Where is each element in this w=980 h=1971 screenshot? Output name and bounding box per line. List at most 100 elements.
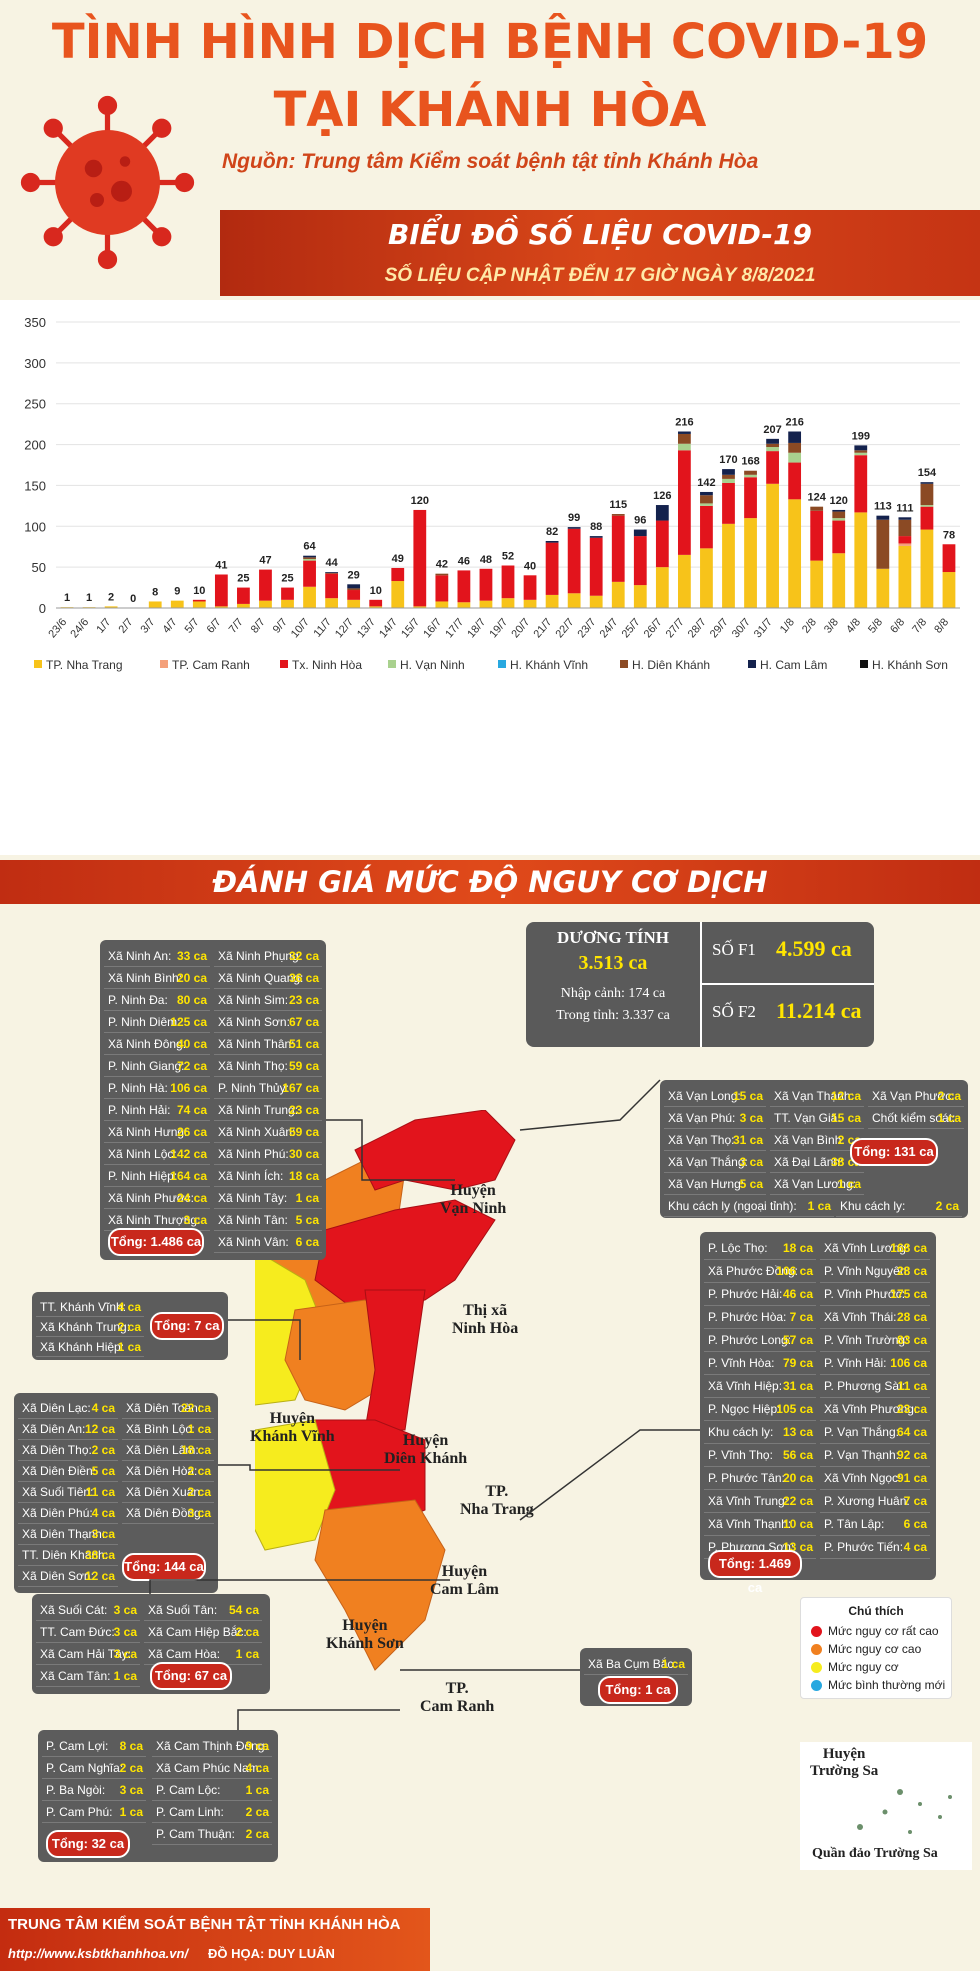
footer-url[interactable]: http://www.ksbtkhanhhoa.vn/ [8,1946,189,1961]
case-count: 1 ca [837,1177,861,1191]
case-count: 31 ca [732,1133,763,1147]
panel-row: Xã Ninh Quang: 36 ca [214,968,322,989]
area-name: Xã Ninh Quang: [218,971,304,985]
area-name: Xã Cam Hải Tây: [40,1647,132,1661]
bar-segment [898,543,912,546]
bar-segment [788,462,802,500]
data-label: 82 [546,526,558,538]
area-name: P. Lộc Thọ: [708,1241,768,1255]
panel-row: Xã Ninh Phước: 24 ca [104,1188,210,1209]
x-tick-label: 14/7 [377,616,400,640]
case-count: 1 ca [937,1111,961,1125]
area-name: Xã Ninh Hưng: [108,1125,188,1139]
area-name: TT. Khánh Vĩnh: [40,1300,127,1314]
bar-segment [589,537,603,596]
legend-dot-high [811,1644,822,1656]
legend-title: Chú thích [848,1604,904,1618]
panel-row: P. Phước Tiến: 4 ca [820,1537,930,1559]
panel-row: Xã Vĩnh Lương: 168 ca [820,1238,930,1260]
total-pill: Tổng: 7 ca [150,1312,224,1340]
panel-row: Xã Cam Hải Tây: 3 ca [36,1644,140,1665]
area-name: Xã Suối Tiên: [22,1485,94,1499]
data-label: 154 [918,467,937,479]
case-count: 2 ca [935,1199,959,1213]
bar-segment [898,545,912,608]
panel-row: Xã Ninh Sim: 23 ca [214,990,322,1011]
truongsa-label-1: Huyện [822,1746,866,1762]
area-name: Xã Diên An: [22,1422,86,1436]
bar-segment [700,503,713,506]
panel-row: Xã Ba Cụm Bắc: 1 ca [584,1654,688,1675]
case-count: 22 ca [782,1494,813,1508]
area-name: P. Ninh Giang: [108,1059,185,1073]
x-tick-label: 15/7 [399,616,422,640]
panel-row: Xã Diên Phú: 4 ca [18,1504,118,1524]
panel-row: Xã Cam Hiệp Bắc: 2 ca [144,1622,262,1643]
map-region-vanninh [354,1110,516,1191]
bar-segment [920,529,934,608]
bar-segment [744,477,757,519]
total-pill: Tổng: 1.486 ca [108,1228,204,1256]
bar-segment [677,431,691,434]
panel-row: P. Vĩnh Phước: 175 ca [820,1284,930,1306]
legend-dot-medium [811,1662,822,1674]
area-name: P. Ninh Hà: [108,1081,168,1095]
x-tick-label: 24/6 [68,616,91,640]
y-tick-label: 300 [24,356,46,371]
data-label: 25 [237,573,249,585]
panel-row: Xã Ninh Sơn: 67 ca [214,1012,322,1033]
legend-swatch [748,660,756,668]
panel-khanhson: Xã Ba Cụm Bắc: 1 ca Tổng: 1 ca [580,1648,692,1706]
area-name: Xã Vạn Long: [668,1089,741,1103]
x-tick-label: 11/7 [311,616,333,639]
page-title-line1: TÌNH HÌNH DỊCH BỆNH COVID-19 [51,14,929,70]
bar-segment [677,443,691,451]
area-name: Khu cách ly: [708,1425,774,1439]
label-dienkhanh: Huyện Diên Khánh [384,1432,467,1468]
panel-row: Xã Diên Toàn: 22 ca [122,1399,214,1419]
panel-row: P. Vĩnh Hòa: 79 ca [704,1353,816,1375]
bar-segment [722,523,735,608]
virus-icon [20,95,195,270]
connector-camranh [237,1709,400,1730]
bar-segment [325,573,339,599]
area-name: Xã Ninh Tây: [218,1191,288,1205]
case-count: 20 ca [176,971,207,985]
label-camranh: TP. Cam Ranh [420,1680,494,1716]
panel-row: Xã Vạn Bình: 2 ca [770,1130,864,1151]
data-label: 29 [348,569,360,581]
case-count: 2 ca [91,1443,115,1457]
panel-row: Xã Ninh Trung: 23 ca [214,1100,322,1121]
x-tick-label: 17/7 [443,616,466,640]
case-count: 59 ca [288,1125,319,1139]
area-name: Xã Diên Sơn: [22,1569,94,1583]
panel-row: P. Ninh Giang: 72 ca [104,1056,210,1077]
bar-segment [545,540,559,543]
y-tick-label: 150 [24,478,46,493]
case-count: 13 ca [782,1425,813,1439]
bar-segment [347,599,361,608]
bar-segment [104,606,118,608]
area-name: Xã Diên Điền: [22,1464,97,1478]
imported-count: Nhập cảnh: 174 ca [560,986,666,1001]
case-count: 2 ca [117,1320,141,1334]
area-name: P. Ninh Đa: [108,993,168,1007]
label-khanhvinh-2: Khánh Vĩnh [250,1428,335,1445]
connector-ninhhoa [326,1119,455,1181]
data-label: 10 [370,585,382,597]
x-tick-label: 3/8 [822,616,841,635]
bar-segment [898,536,912,544]
bar-segment [766,451,779,484]
case-count: 20 ca [782,1471,813,1485]
bar-segment [303,586,316,608]
positive-value: 3.513 ca [578,952,648,974]
positive-label: DƯƠNG TÍNH [557,928,669,947]
quandao-label: Quần đảo Trường Sa [812,1846,938,1861]
area-name: P. Phước Tân: [708,1471,785,1485]
bar-segment [259,600,272,608]
case-count: 2 ca [187,1464,211,1478]
bar-segment [611,515,625,582]
area-name: Xã Vạn Thạnh: [774,1089,854,1103]
case-count: 2 ca [245,1827,269,1841]
area-name: Xã Ninh Thượng: [108,1213,201,1227]
